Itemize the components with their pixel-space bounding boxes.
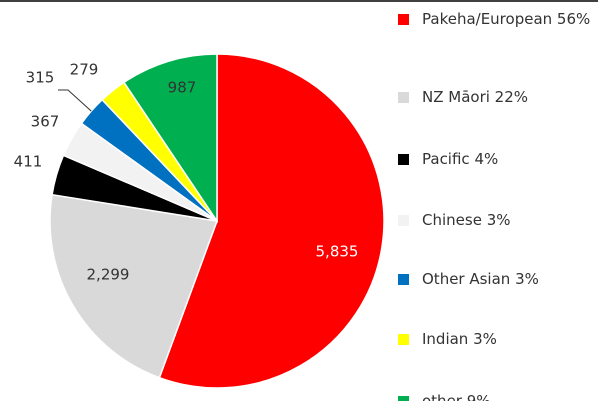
pie-slice <box>158 53 385 389</box>
leader-line <box>58 89 92 112</box>
legend-label: Chinese 3% <box>422 211 511 229</box>
data-label: 367 <box>31 113 60 131</box>
legend-swatch <box>398 396 409 401</box>
legend-swatch <box>398 215 409 226</box>
data-label: 279 <box>70 61 99 79</box>
legend-swatch <box>398 274 409 285</box>
data-label: 987 <box>168 79 197 97</box>
pie-slice <box>122 53 218 224</box>
legend-label: Pacific 4% <box>422 150 499 168</box>
data-label: 5,835 <box>316 243 359 261</box>
legend-label: Pakeha/European 56% <box>422 10 591 28</box>
pie-slice <box>49 193 219 379</box>
legend-label: other 9% <box>422 392 491 401</box>
legend-label: NZ Māori 22% <box>422 88 529 106</box>
data-label: 411 <box>14 153 43 171</box>
legend-swatch <box>398 92 409 103</box>
legend-swatch <box>398 154 409 165</box>
legend-swatch <box>398 334 409 345</box>
data-label: 2,299 <box>87 266 130 284</box>
legend-label: Indian 3% <box>422 330 497 348</box>
data-label: 315 <box>26 69 55 87</box>
legend-label: Other Asian 3% <box>422 270 539 288</box>
legend-swatch <box>398 14 409 25</box>
